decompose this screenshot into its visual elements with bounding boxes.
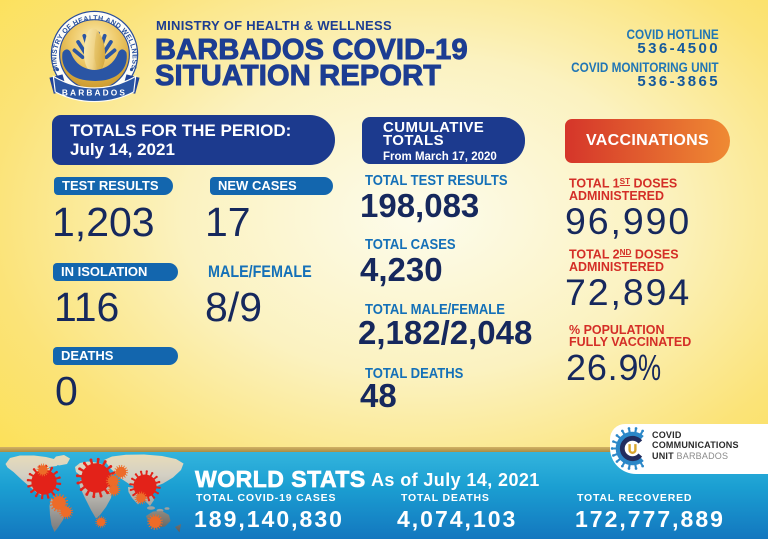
svg-text:BARBADOS: BARBADOS	[62, 88, 127, 98]
